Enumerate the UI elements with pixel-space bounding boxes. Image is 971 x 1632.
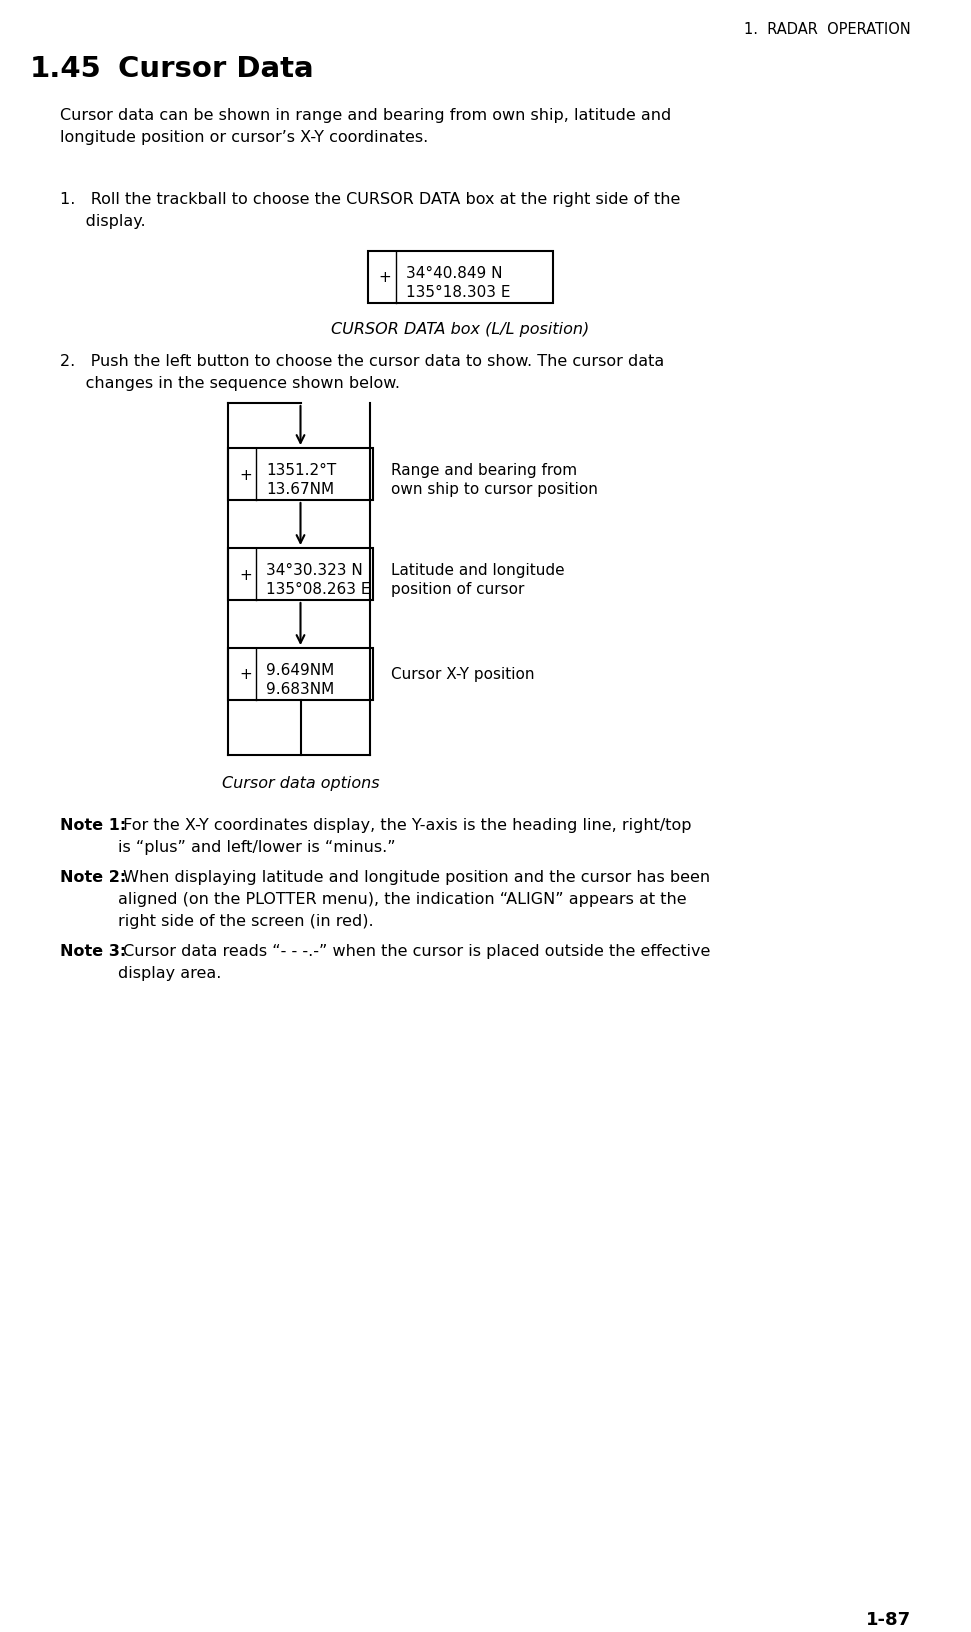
Text: display area.: display area. — [118, 966, 221, 981]
Text: 9.683NM: 9.683NM — [266, 682, 334, 697]
Text: +: + — [239, 467, 251, 481]
Text: aligned (on the PLOTTER menu), the indication “ALIGN” appears at the: aligned (on the PLOTTER menu), the indic… — [118, 891, 686, 906]
Text: For the X-Y coordinates display, the Y-axis is the heading line, right/top: For the X-Y coordinates display, the Y-a… — [118, 818, 691, 832]
Text: 135°08.263 E: 135°08.263 E — [266, 581, 371, 597]
Text: 1.45: 1.45 — [30, 55, 102, 83]
Text: Cursor data reads “- - -.-” when the cursor is placed outside the effective: Cursor data reads “- - -.-” when the cur… — [118, 943, 711, 958]
Text: own ship to cursor position: own ship to cursor position — [391, 481, 598, 496]
Text: 135°18.303 E: 135°18.303 E — [406, 286, 510, 300]
Bar — [228, 548, 373, 601]
Text: Range and bearing from: Range and bearing from — [391, 463, 577, 478]
Text: CURSOR DATA box (L/L position): CURSOR DATA box (L/L position) — [331, 322, 589, 336]
Text: is “plus” and left/lower is “minus.”: is “plus” and left/lower is “minus.” — [118, 839, 395, 855]
Text: position of cursor: position of cursor — [391, 581, 524, 597]
Text: 1.  RADAR  OPERATION: 1. RADAR OPERATION — [744, 21, 911, 38]
Text: 34°40.849 N: 34°40.849 N — [406, 266, 502, 281]
Text: right side of the screen (in red).: right side of the screen (in red). — [118, 914, 374, 929]
Text: Cursor data can be shown in range and bearing from own ship, latitude and
longit: Cursor data can be shown in range and be… — [60, 108, 671, 145]
Text: Note 2:: Note 2: — [60, 870, 126, 885]
Text: Note 3:: Note 3: — [60, 943, 126, 958]
Text: +: + — [239, 568, 251, 583]
Text: Cursor X-Y position: Cursor X-Y position — [391, 667, 534, 682]
Text: Latitude and longitude: Latitude and longitude — [391, 563, 564, 578]
Text: When displaying latitude and longitude position and the cursor has been: When displaying latitude and longitude p… — [118, 870, 710, 885]
Bar — [367, 251, 552, 304]
Text: Cursor Data: Cursor Data — [118, 55, 314, 83]
Text: 13.67NM: 13.67NM — [266, 481, 334, 496]
Text: display.: display. — [60, 214, 146, 228]
Text: 34°30.323 N: 34°30.323 N — [266, 563, 363, 578]
Text: +: + — [239, 667, 251, 682]
Text: +: + — [379, 271, 391, 286]
Text: 9.649NM: 9.649NM — [266, 663, 334, 677]
Text: changes in the sequence shown below.: changes in the sequence shown below. — [60, 375, 400, 390]
Bar — [228, 648, 373, 700]
Text: 1-87: 1-87 — [866, 1611, 911, 1629]
Text: Cursor data options: Cursor data options — [221, 775, 380, 790]
Bar — [228, 449, 373, 501]
Text: 1351.2°T: 1351.2°T — [266, 463, 336, 478]
Text: 2.   Push the left button to choose the cursor data to show. The cursor data: 2. Push the left button to choose the cu… — [60, 354, 664, 369]
Text: Note 1:: Note 1: — [60, 818, 126, 832]
Text: 1.   Roll the trackball to choose the CURSOR DATA box at the right side of the: 1. Roll the trackball to choose the CURS… — [60, 193, 681, 207]
